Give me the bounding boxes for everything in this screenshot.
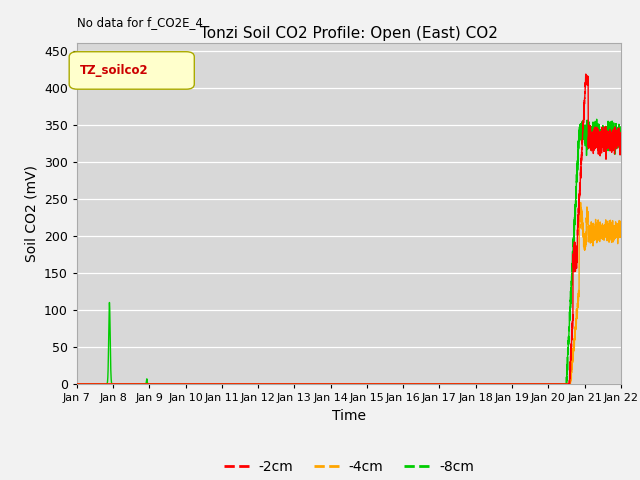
Y-axis label: Soil CO2 (mV): Soil CO2 (mV) <box>24 165 38 262</box>
Text: TZ_soilco2: TZ_soilco2 <box>79 64 148 77</box>
Title: Tonzi Soil CO2 Profile: Open (East) CO2: Tonzi Soil CO2 Profile: Open (East) CO2 <box>200 25 498 41</box>
Text: No data for f_CO2E_4: No data for f_CO2E_4 <box>77 16 203 29</box>
FancyBboxPatch shape <box>69 52 195 89</box>
X-axis label: Time: Time <box>332 408 366 422</box>
Legend: -2cm, -4cm, -8cm: -2cm, -4cm, -8cm <box>218 454 479 480</box>
